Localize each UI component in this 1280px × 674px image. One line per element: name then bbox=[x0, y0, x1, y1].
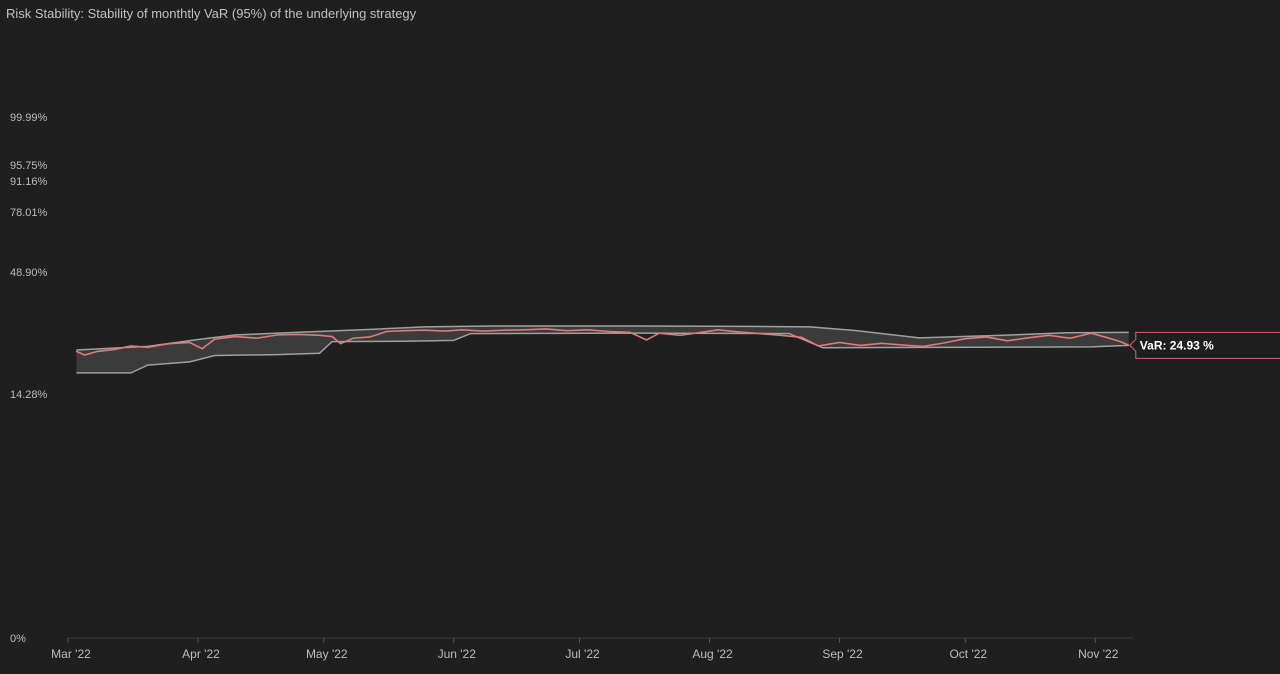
var-point bbox=[717, 329, 719, 331]
var-point bbox=[679, 334, 681, 336]
var-point bbox=[318, 334, 321, 336]
var-point bbox=[545, 328, 547, 330]
var-point bbox=[943, 342, 945, 344]
var-point bbox=[84, 354, 86, 356]
var-point bbox=[369, 336, 371, 338]
y-tick-label: 0% bbox=[10, 633, 26, 645]
var-point bbox=[780, 334, 782, 336]
var-point bbox=[801, 336, 803, 338]
var-point bbox=[235, 335, 237, 338]
var-point bbox=[339, 343, 342, 345]
var-point bbox=[524, 329, 526, 331]
var-point bbox=[352, 337, 354, 339]
var-point bbox=[386, 330, 388, 333]
y-tick-label: 78.01% bbox=[10, 207, 48, 219]
x-tick-label: May '22 bbox=[306, 647, 348, 661]
var-point bbox=[838, 341, 841, 344]
var-series-line bbox=[76, 328, 1130, 356]
var-point bbox=[587, 329, 589, 331]
var-point bbox=[423, 329, 425, 331]
var-point bbox=[298, 333, 300, 336]
var-point bbox=[1048, 334, 1050, 336]
var-point bbox=[96, 350, 98, 352]
x-tick-label: Nov '22 bbox=[1078, 647, 1119, 661]
var-point bbox=[75, 350, 77, 352]
var-point bbox=[188, 341, 191, 344]
var-point bbox=[817, 345, 820, 347]
var-point bbox=[168, 343, 170, 345]
var-point bbox=[566, 330, 568, 332]
y-tick-label: 91.16% bbox=[10, 176, 48, 188]
x-tick-label: Jul '22 bbox=[565, 647, 600, 661]
var-point bbox=[1006, 340, 1008, 342]
band-lower-line bbox=[76, 332, 1129, 374]
var-point bbox=[901, 344, 903, 346]
var-point bbox=[331, 335, 333, 338]
var-point bbox=[482, 330, 484, 332]
var-point bbox=[201, 348, 203, 350]
var-point bbox=[629, 331, 631, 333]
var-point bbox=[113, 348, 115, 351]
var-point bbox=[1128, 344, 1130, 346]
var-point bbox=[461, 329, 463, 331]
var-point bbox=[1119, 341, 1122, 343]
x-tick-label: Aug '22 bbox=[692, 647, 733, 661]
var-point bbox=[646, 339, 648, 341]
x-tick-label: Jun '22 bbox=[438, 647, 477, 661]
var-point bbox=[214, 338, 216, 340]
var-point bbox=[700, 331, 702, 333]
x-tick-label: Sep '22 bbox=[822, 647, 863, 661]
y-tick-label: 48.90% bbox=[10, 267, 48, 279]
x-tick-label: Apr '22 bbox=[182, 647, 220, 661]
var-point bbox=[1069, 337, 1071, 339]
var-point bbox=[658, 332, 660, 334]
x-tick-label: Mar '22 bbox=[51, 647, 91, 661]
chart-title: Risk Stability: Stability of monthtly Va… bbox=[6, 6, 417, 21]
var-point bbox=[256, 337, 258, 339]
band-area bbox=[76, 326, 1129, 373]
var-point bbox=[738, 331, 740, 333]
var-point bbox=[277, 334, 279, 336]
var-point bbox=[859, 344, 862, 347]
var-annotation-label: VaR: 24.93 % bbox=[1140, 338, 1214, 352]
var-point bbox=[1090, 332, 1092, 334]
var-point bbox=[1027, 337, 1029, 339]
var-annotation-box bbox=[1129, 331, 1280, 359]
var-point bbox=[922, 345, 924, 347]
var-point bbox=[444, 330, 446, 332]
var-point bbox=[402, 330, 405, 332]
var-point bbox=[1107, 337, 1109, 339]
y-tick-label: 95.75% bbox=[10, 160, 48, 172]
var-point bbox=[964, 338, 966, 340]
var-point bbox=[503, 329, 505, 331]
y-tick-label: 14.28% bbox=[10, 389, 48, 401]
y-tick-label: 99.99% bbox=[10, 112, 48, 124]
x-tick-label: Oct '22 bbox=[949, 647, 987, 661]
var-point bbox=[759, 333, 761, 335]
var-point bbox=[880, 342, 883, 344]
band-upper-line bbox=[76, 325, 1129, 351]
var-point bbox=[130, 345, 132, 347]
var-point bbox=[147, 346, 149, 348]
var-point bbox=[985, 336, 987, 338]
var-point bbox=[608, 330, 610, 333]
